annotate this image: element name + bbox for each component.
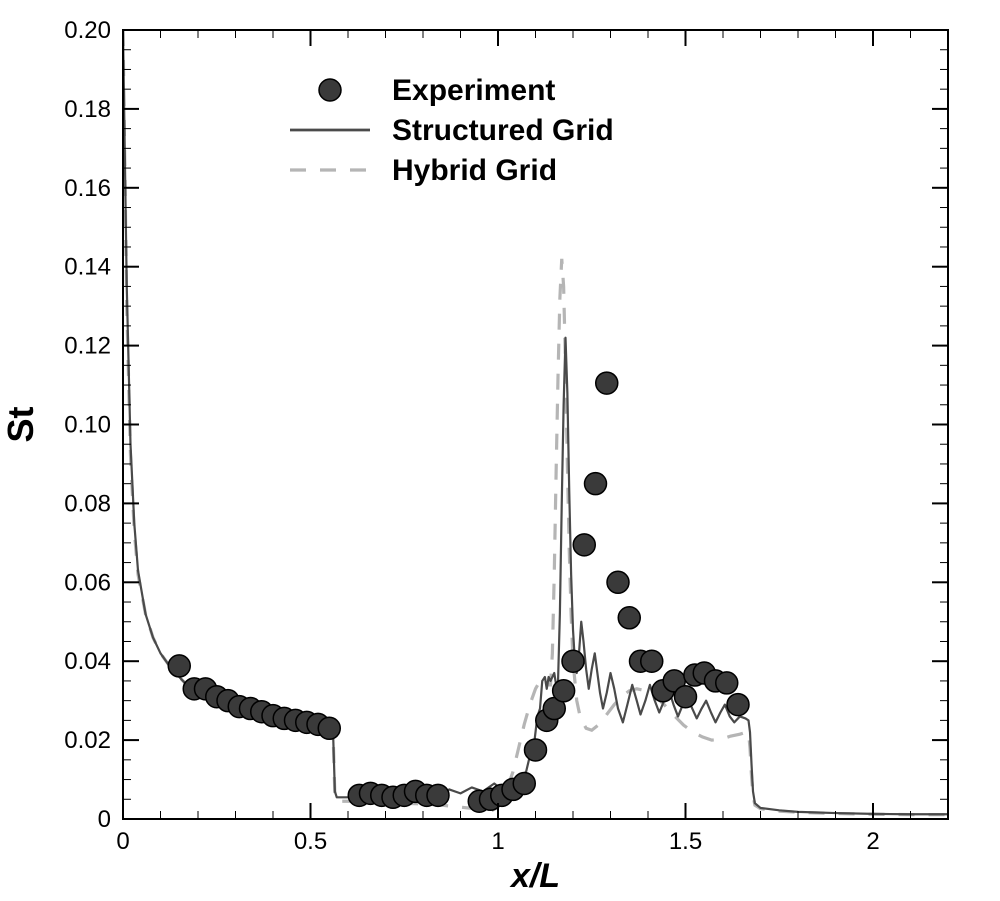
experiment-marker	[168, 655, 190, 677]
experiment-marker	[525, 739, 547, 761]
experiment-marker	[553, 680, 575, 702]
y-tick-label: 0.08	[64, 490, 111, 517]
experiment-marker	[716, 672, 738, 694]
y-tick-label: 0.06	[64, 569, 111, 596]
y-axis-title: St	[0, 406, 41, 442]
y-tick-label: 0.20	[64, 17, 111, 44]
experiment-marker	[573, 534, 595, 556]
experiment-marker	[318, 717, 340, 739]
x-tick-label: 1	[491, 828, 504, 855]
legend-label: Structured Grid	[392, 114, 614, 147]
chart-container: 0 0.5 1 1.5 2 x/L 0 0.02 0.04 0.06 0.08 0.10 0.12 0.1…	[0, 0, 1000, 901]
y-tick-label: 0.18	[64, 96, 111, 123]
legend: Experiment Structured Grid Hybrid Grid	[290, 74, 614, 187]
legend-label: Experiment	[392, 74, 555, 107]
series-hybrid-grid	[123, 30, 948, 815]
legend-label: Hybrid Grid	[392, 154, 557, 187]
y-tick-label: 0.02	[64, 727, 111, 754]
y-tick-label: 0.14	[64, 254, 111, 281]
chart-svg: 0 0.5 1 1.5 2 x/L 0 0.02 0.04 0.06 0.08 0.10 0.12 0.1…	[0, 0, 1000, 901]
x-axis-title: x/L	[509, 857, 560, 895]
experiment-marker	[562, 650, 584, 672]
y-tick-label: 0	[98, 806, 111, 833]
y-tick-label: 0.12	[64, 333, 111, 360]
legend-marker	[319, 79, 341, 101]
experiment-marker	[618, 607, 640, 629]
experiment-marker	[513, 772, 535, 794]
series-experiment	[168, 372, 749, 812]
experiment-marker	[727, 694, 749, 716]
experiment-marker	[427, 784, 449, 806]
x-tick-label: 1.5	[669, 828, 702, 855]
x-tick-label: 0	[116, 828, 129, 855]
series-structured-grid	[123, 30, 948, 814]
experiment-marker	[675, 686, 697, 708]
y-tick-label: 0.04	[64, 648, 111, 675]
y-tick-label: 0.10	[64, 412, 111, 439]
series-group	[123, 30, 948, 815]
experiment-marker	[596, 372, 618, 394]
y-tick-label: 0.16	[64, 175, 111, 202]
experiment-marker	[607, 571, 629, 593]
experiment-marker	[585, 473, 607, 495]
x-tick-label: 2	[866, 828, 879, 855]
x-tick-label: 0.5	[294, 828, 327, 855]
experiment-marker	[641, 650, 663, 672]
